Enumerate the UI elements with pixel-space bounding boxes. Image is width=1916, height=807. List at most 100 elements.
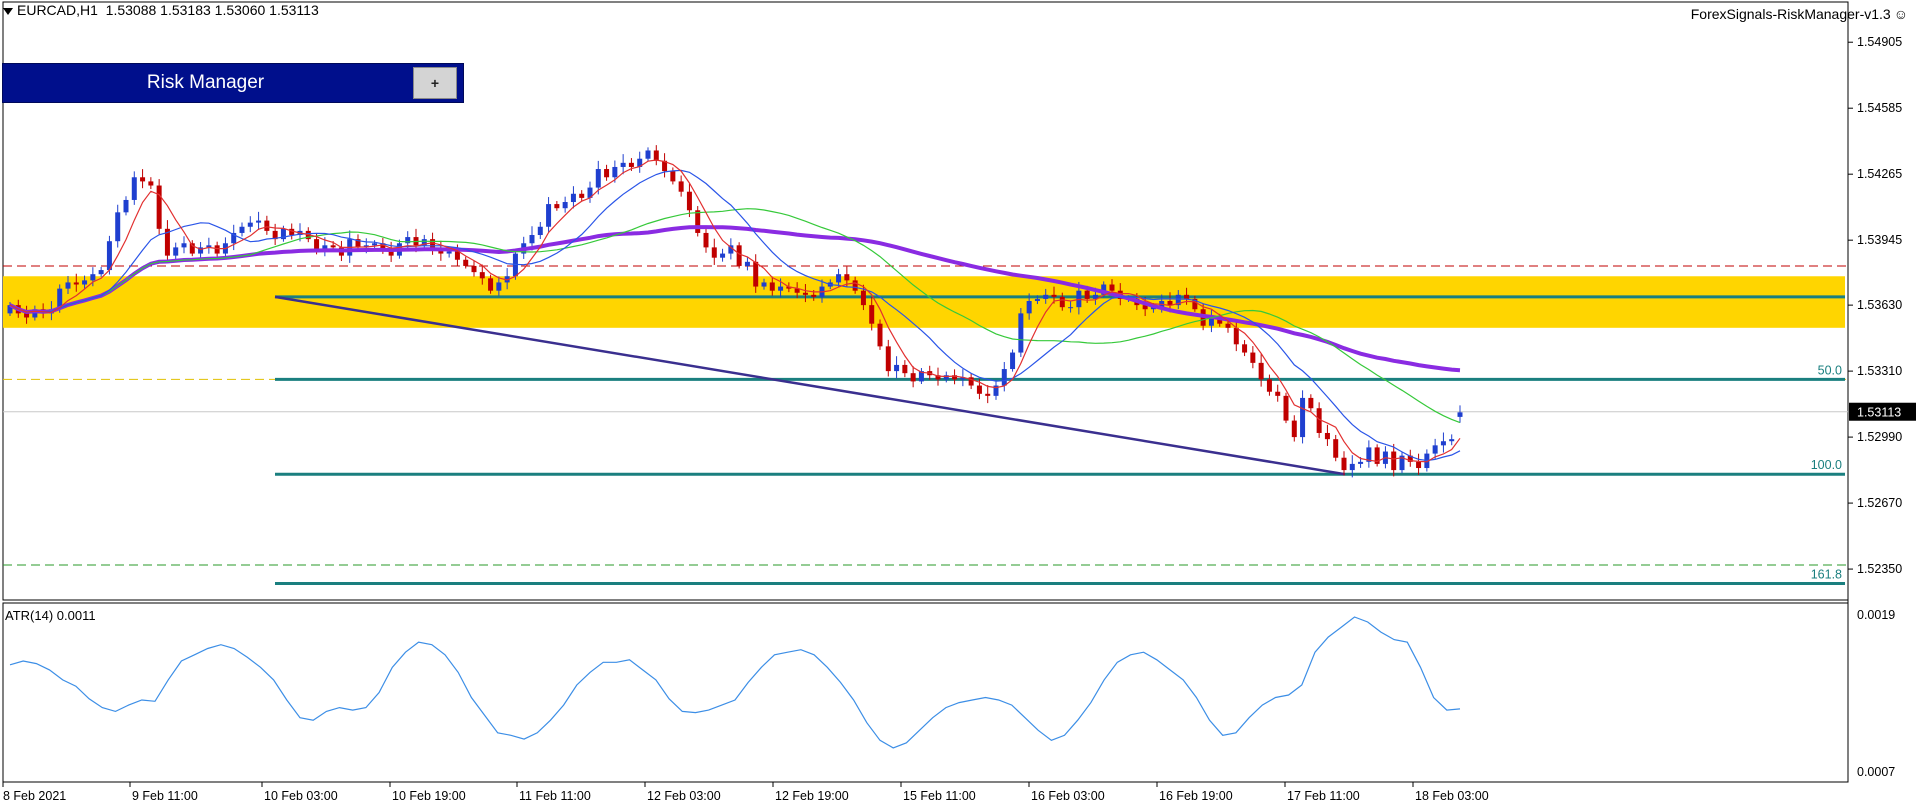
candle-body: [330, 245, 336, 248]
candle-body: [438, 249, 444, 254]
candle-body: [993, 385, 999, 396]
candle-body: [1407, 455, 1413, 462]
candle-body: [231, 232, 237, 244]
price-tick-label: 1.53945: [1857, 233, 1902, 247]
candle-body: [1217, 317, 1223, 324]
candle-body: [106, 241, 112, 271]
time-tick-label: 16 Feb 19:00: [1159, 789, 1233, 803]
candle-body: [570, 193, 576, 203]
candle-body: [164, 228, 170, 256]
candle-body: [173, 247, 179, 256]
candle-body: [123, 199, 129, 213]
candle-body: [769, 282, 775, 291]
candle-body: [894, 364, 900, 372]
candle-body: [678, 181, 684, 192]
symbol-header: EURCAD,H1 1.53088 1.53183 1.53060 1.5311…: [3, 2, 319, 18]
smiley-icon: ☺: [1893, 6, 1908, 22]
candle-body: [488, 278, 494, 291]
candle-body: [463, 259, 469, 266]
candle-body: [985, 393, 991, 396]
candle-body: [1416, 461, 1422, 469]
candle-body: [1324, 432, 1330, 440]
candle-body: [918, 371, 924, 382]
candle-body: [1250, 352, 1256, 363]
candle-body: [314, 239, 320, 250]
candle-body: [98, 270, 104, 275]
candle-body: [761, 282, 767, 287]
candle-body: [1300, 397, 1306, 438]
candle-body: [90, 274, 96, 281]
time-tick-label: 10 Feb 03:00: [264, 789, 338, 803]
candle-body: [1440, 441, 1446, 446]
candle-body: [206, 245, 212, 248]
candle-body: [587, 187, 593, 198]
time-tick-label: 17 Feb 11:00: [1287, 789, 1360, 803]
candle-body: [546, 204, 552, 227]
candle-body: [1358, 461, 1364, 464]
price-tick-label: 1.54265: [1857, 167, 1902, 181]
candle-body: [256, 220, 262, 223]
candle-body: [711, 247, 717, 258]
candle-body: [736, 245, 742, 266]
ma-fast-line: [9, 159, 1461, 463]
risk-manager-panel[interactable]: Risk Manager +: [2, 63, 464, 103]
candle-body: [744, 261, 750, 266]
candle-body: [537, 226, 543, 236]
candle-body: [1242, 344, 1248, 353]
candle-body: [430, 239, 436, 250]
candle-body: [1316, 408, 1322, 433]
collapse-triangle-icon[interactable]: [3, 7, 13, 15]
atr-plot-frame: [2, 602, 1849, 783]
risk-manager-title: Risk Manager: [146, 72, 265, 93]
candle-body: [189, 243, 195, 254]
candle-body: [554, 204, 560, 209]
time-tick-label: 10 Feb 19:00: [392, 789, 466, 803]
candle-body: [1084, 290, 1090, 299]
candle-body: [1333, 439, 1339, 458]
candle-body: [811, 294, 817, 297]
candle-body: [156, 185, 162, 229]
candle-body: [1399, 455, 1405, 471]
candle-body: [753, 261, 759, 287]
candle-body: [496, 282, 502, 291]
candle-body: [24, 313, 30, 318]
candle-body: [1391, 451, 1397, 471]
supply-zone-rectangle: [3, 276, 1845, 328]
candle-body: [1101, 284, 1107, 295]
ma-mid-line: [9, 169, 1461, 462]
candle-body: [686, 191, 692, 211]
candle-body: [670, 171, 676, 182]
candle-body: [1109, 284, 1115, 291]
candle-body: [902, 364, 908, 374]
last-price-badge: [1849, 402, 1916, 421]
time-tick-label: 8 Feb 2021: [3, 789, 66, 803]
atr-scale-bottom: 0.0007: [1857, 765, 1895, 779]
candle-body: [960, 377, 966, 380]
candle-body: [272, 230, 278, 240]
candle-body: [885, 346, 891, 372]
candle-body: [645, 150, 651, 159]
symbol-ohlc-text: EURCAD,H1 1.53088 1.53183 1.53060 1.5311…: [17, 2, 319, 18]
candle-body: [1051, 294, 1057, 297]
risk-manager-expand-button[interactable]: +: [413, 67, 457, 99]
candle-body: [852, 280, 858, 291]
time-tick-label: 12 Feb 19:00: [775, 789, 849, 803]
candle-body: [778, 286, 784, 291]
candle-body: [73, 282, 79, 285]
candle-body: [628, 162, 634, 167]
candle-body: [471, 265, 477, 273]
candle-body: [65, 282, 71, 289]
candle-body: [1349, 463, 1355, 471]
candle-body: [372, 243, 378, 246]
time-tick-label: 9 Feb 11:00: [132, 789, 198, 803]
candle-body: [181, 243, 187, 248]
candle-body: [695, 210, 701, 233]
candle-body: [1266, 379, 1272, 392]
candle-body: [869, 305, 875, 324]
candle-body: [363, 245, 369, 248]
candle-body: [355, 239, 361, 248]
candle-body: [1341, 457, 1347, 471]
expert-advisor-label: ForexSignals-RiskManager-v1.3 ☺: [1691, 6, 1908, 22]
candle-body: [1233, 327, 1239, 345]
